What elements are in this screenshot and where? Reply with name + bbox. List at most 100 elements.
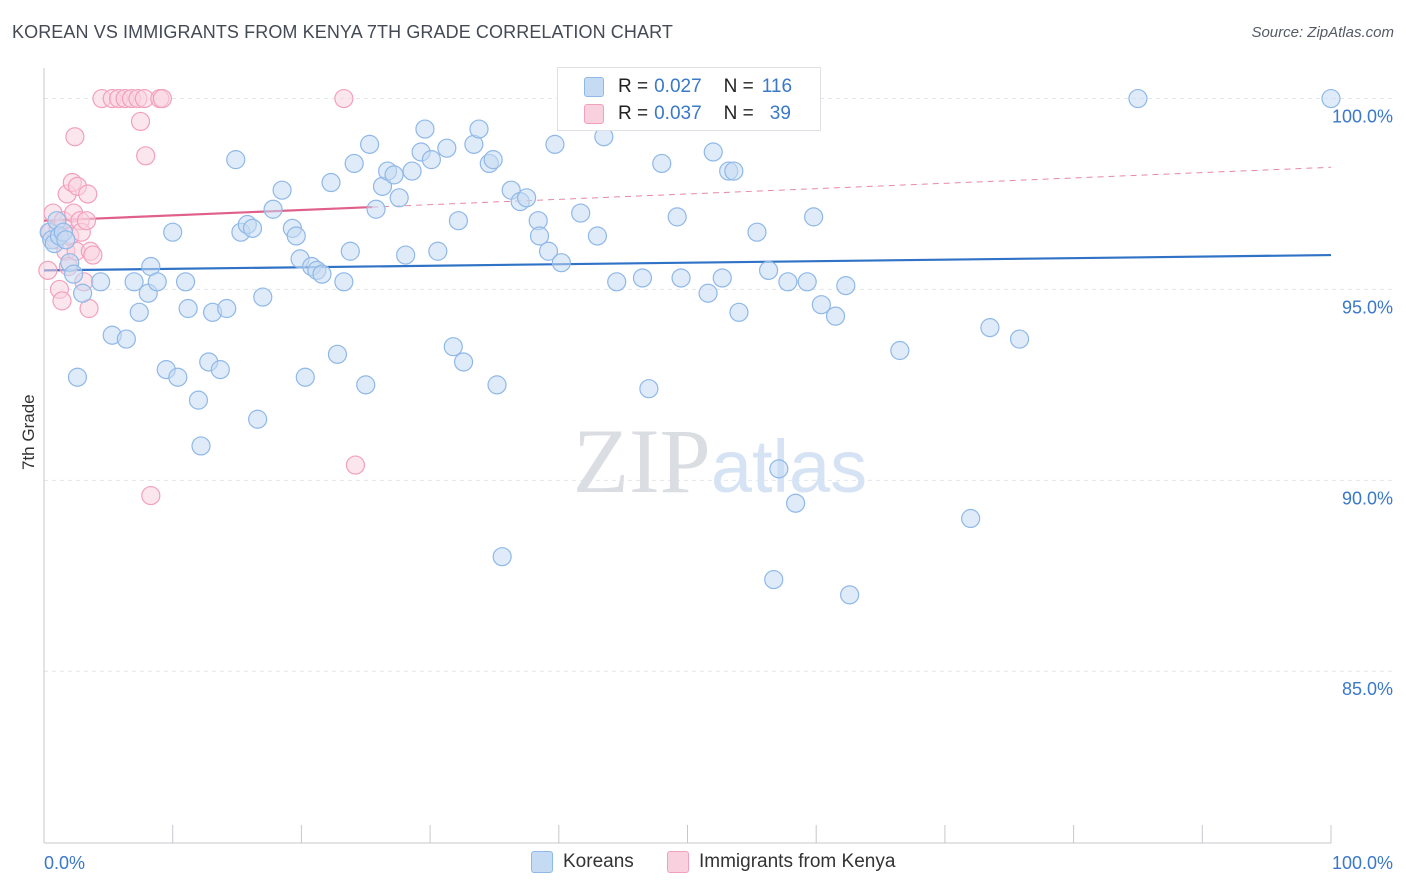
korean-point: [421, 150, 441, 170]
r-label: R =: [618, 103, 649, 124]
korean-point: [64, 264, 84, 284]
korean-point: [840, 585, 860, 605]
korean-point: [356, 375, 376, 395]
korean-point: [703, 142, 723, 162]
y-tick-labels: 85.0% 90.0% 95.0% 100.0%: [1332, 107, 1393, 700]
korean-point: [448, 211, 469, 231]
korean-point: [334, 272, 354, 292]
kenya-point: [78, 184, 98, 204]
kenya-point: [130, 111, 151, 132]
korean-point: [538, 241, 559, 261]
korean-point: [639, 379, 659, 399]
x-tick-label-end: 100.0%: [1332, 853, 1393, 873]
korean-points: [39, 88, 1341, 605]
korean-point: [764, 569, 784, 590]
korean-point: [428, 241, 448, 261]
korean-point: [769, 459, 789, 479]
stats-row-kenya: R = 0.037 N = 39: [584, 101, 791, 127]
kenya-point: [345, 455, 366, 475]
r-value: 0.037: [654, 103, 702, 124]
x-tick-labels: 0.0% 100.0%: [44, 853, 1393, 873]
korean-point: [671, 268, 691, 288]
korean-point: [487, 375, 507, 395]
korean-point: [483, 150, 503, 170]
korean-point: [163, 222, 183, 242]
trend-lines: [43, 166, 1332, 272]
korean-point: [698, 283, 718, 303]
legend-item-kenya[interactable]: Immigrants from Kenya: [667, 851, 895, 873]
y-tick-label: 100.0%: [1332, 107, 1393, 127]
korean-point: [253, 287, 273, 307]
korean-point: [124, 272, 144, 292]
korean-point: [312, 264, 332, 284]
korean-point: [67, 367, 88, 387]
korean-point: [295, 367, 315, 387]
kenya-point: [334, 88, 354, 109]
n-value: 39: [769, 103, 791, 124]
axes: [43, 68, 1332, 844]
korean-point: [758, 260, 779, 280]
korean-point: [286, 226, 306, 246]
kenya-point: [65, 127, 85, 147]
stats-row-koreans: R = 0.027 N = 116: [584, 74, 792, 100]
y-tick-label: 85.0%: [1342, 679, 1393, 699]
korean-point: [607, 272, 627, 292]
korean-point: [402, 161, 422, 181]
kenya-point: [38, 260, 58, 280]
legend-label-kenya: Immigrants from Kenya: [699, 851, 896, 872]
korean-point: [529, 226, 550, 246]
korean-point: [321, 172, 341, 193]
korean-point: [242, 218, 263, 238]
koreans-swatch: [584, 77, 604, 97]
korean-point: [217, 298, 237, 319]
korean-point: [453, 352, 474, 372]
korean-point: [168, 367, 188, 387]
korean-point: [389, 188, 409, 208]
korean-point: [226, 150, 246, 170]
korean-point: [272, 180, 292, 200]
kenya-point: [76, 211, 97, 231]
y-tick-label: 90.0%: [1342, 488, 1393, 508]
legend-item-koreans[interactable]: Koreans: [531, 851, 634, 873]
korean-point: [890, 340, 910, 361]
korean-point: [551, 253, 571, 273]
korean-point: [415, 119, 435, 139]
korean-point: [210, 360, 230, 380]
korean-point: [56, 230, 76, 250]
korean-point: [73, 283, 93, 303]
kenya-point: [152, 88, 173, 109]
korean-point: [248, 409, 268, 429]
r-label: R =: [618, 76, 649, 97]
korean-point: [571, 203, 591, 223]
kenya-trend-line: [43, 205, 373, 222]
korean-point: [1321, 88, 1341, 109]
korean-point: [147, 272, 167, 292]
kenya-point: [83, 245, 103, 265]
series-legend: Koreans Immigrants from Kenya: [0, 851, 1406, 879]
korean-point: [811, 295, 831, 315]
kenya-legend-swatch: [667, 851, 689, 873]
stats-legend: R = 0.027 N = 116 R = 0.037 N = 39: [557, 67, 821, 131]
korean-point: [396, 245, 416, 265]
korean-point: [191, 436, 211, 456]
korean-point: [587, 226, 608, 246]
r-value: 0.027: [654, 76, 702, 97]
korean-point: [729, 302, 749, 322]
korean-point: [360, 134, 380, 154]
korean-point: [178, 298, 198, 319]
y-tick-label: 95.0%: [1342, 297, 1393, 317]
korean-point: [469, 119, 489, 139]
korean-point: [545, 134, 565, 154]
korean-point: [1128, 88, 1148, 109]
kenya-point: [141, 485, 161, 506]
korean-point: [327, 344, 348, 364]
korean-point: [786, 493, 806, 513]
korean-point: [263, 199, 283, 219]
korean-point: [1009, 329, 1030, 349]
korean-point: [836, 276, 856, 296]
korean-point: [366, 199, 386, 219]
korean-point: [517, 188, 537, 208]
n-value: 116: [761, 76, 793, 97]
y-axis-label: 7th Grade: [19, 394, 38, 470]
